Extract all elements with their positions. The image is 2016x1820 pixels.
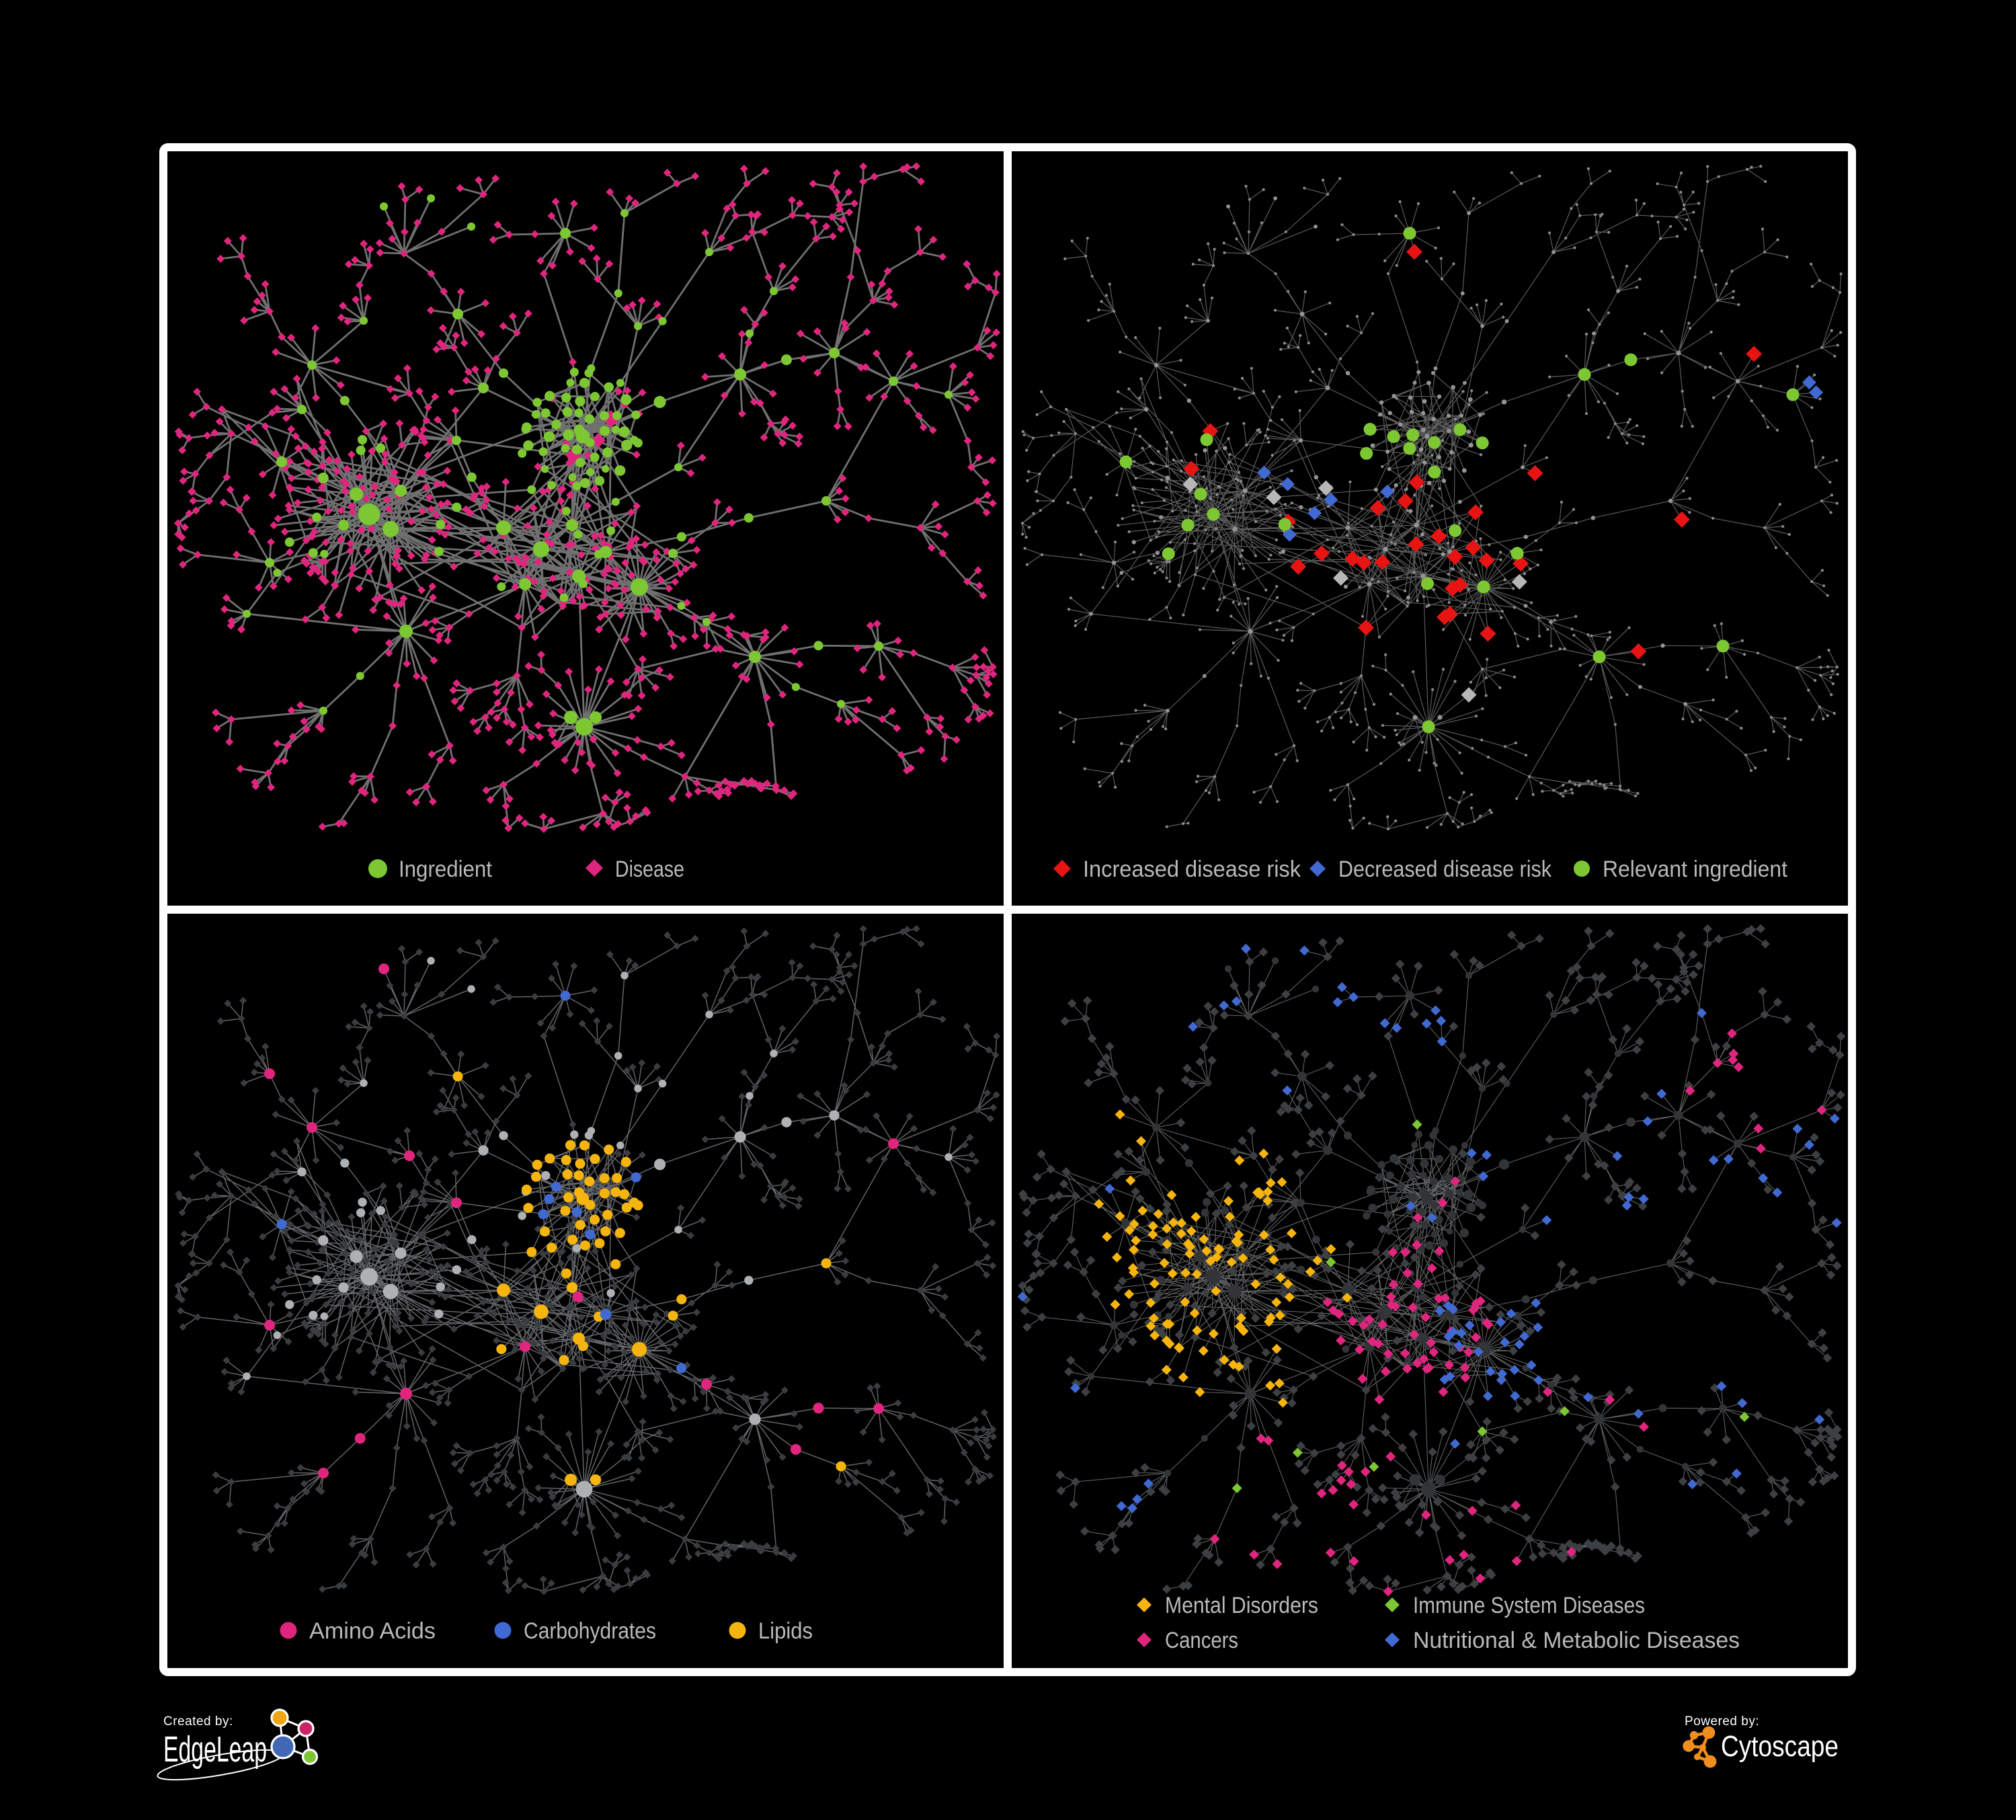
svg-text:Disease: Disease bbox=[615, 857, 684, 882]
svg-text:Lipids: Lipids bbox=[758, 1618, 813, 1644]
svg-text:Decreased disease risk: Decreased disease risk bbox=[1338, 857, 1552, 882]
svg-text:Relevant ingredient: Relevant ingredient bbox=[1603, 857, 1788, 882]
svg-text:Amino Acids: Amino Acids bbox=[309, 1618, 436, 1644]
svg-text:Cytoscape: Cytoscape bbox=[1721, 1730, 1839, 1763]
svg-text:Mental Disorders: Mental Disorders bbox=[1165, 1593, 1318, 1618]
svg-text:Carbohydrates: Carbohydrates bbox=[524, 1618, 656, 1644]
svg-text:Powered by:: Powered by: bbox=[1685, 1714, 1759, 1729]
svg-text:EdgeLeap: EdgeLeap bbox=[163, 1729, 267, 1770]
svg-text:Cancers: Cancers bbox=[1165, 1628, 1238, 1653]
svg-text:Created by:: Created by: bbox=[163, 1714, 233, 1729]
svg-text:Increased disease risk: Increased disease risk bbox=[1083, 857, 1301, 882]
svg-text:Ingredient: Ingredient bbox=[399, 857, 492, 882]
svg-text:Immune System Diseases: Immune System Diseases bbox=[1413, 1593, 1645, 1618]
svg-text:Nutritional & Metabolic Diseas: Nutritional & Metabolic Diseases bbox=[1413, 1628, 1740, 1653]
